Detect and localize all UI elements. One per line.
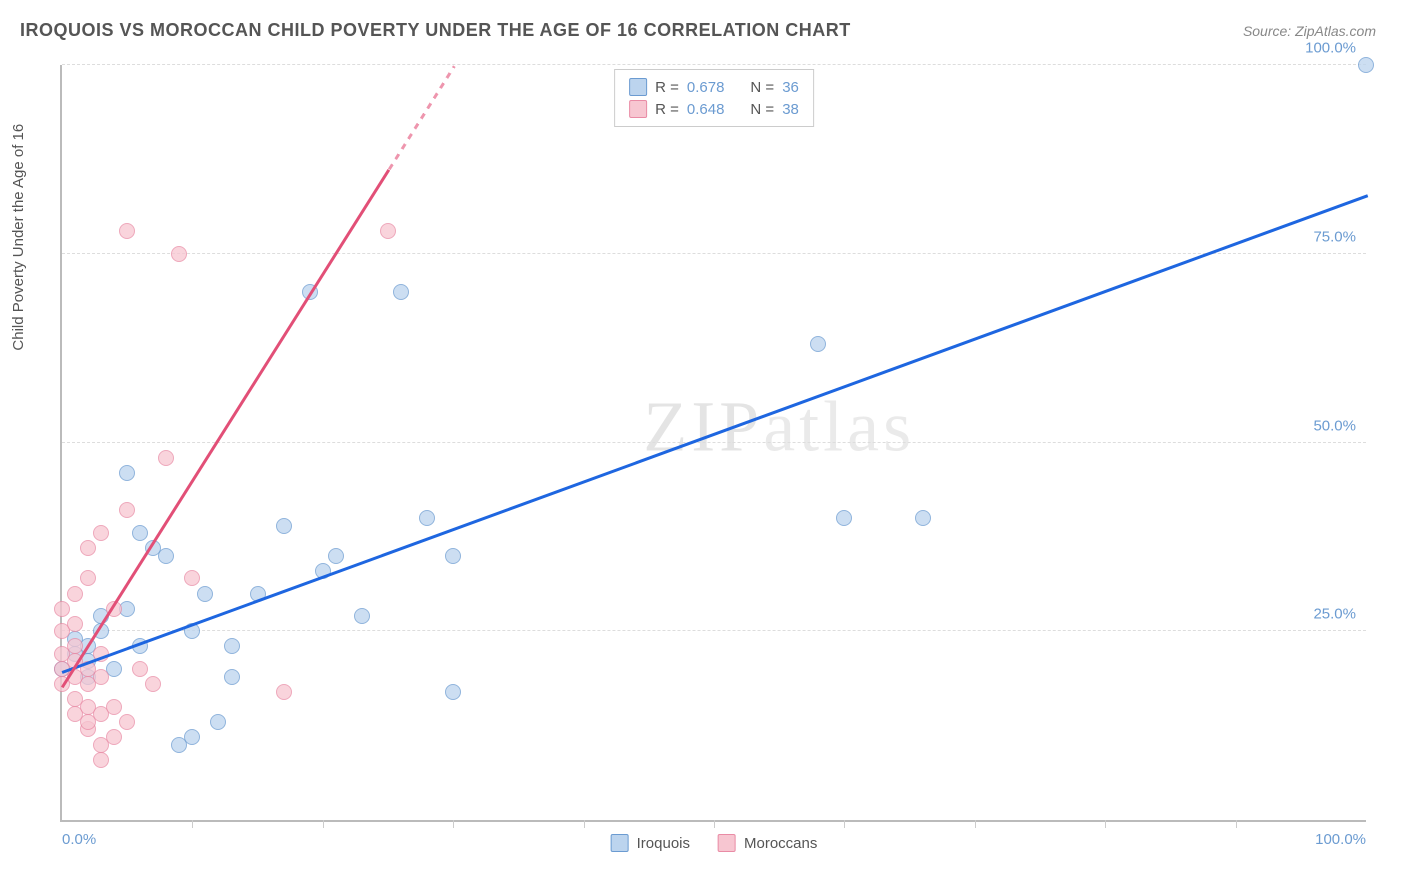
data-point (445, 684, 461, 700)
data-point (145, 676, 161, 692)
r-label: R = (655, 101, 679, 118)
x-minor-tick (844, 820, 845, 828)
legend-swatch (629, 100, 647, 118)
x-minor-tick (192, 820, 193, 828)
r-value: 0.678 (687, 79, 725, 96)
data-point (67, 638, 83, 654)
data-point (119, 223, 135, 239)
trend-line (387, 66, 454, 171)
data-point (224, 638, 240, 654)
legend-stats-row: R = 0.678 N = 36 (629, 76, 799, 98)
legend-stats-row: R = 0.648 N = 38 (629, 98, 799, 120)
data-point (224, 669, 240, 685)
legend-label: Iroquois (637, 835, 690, 852)
header-row: IROQUOIS VS MOROCCAN CHILD POVERTY UNDER… (20, 20, 1376, 41)
legend-item: Iroquois (611, 834, 690, 852)
y-tick-label: 100.0% (1305, 40, 1356, 57)
data-point (119, 714, 135, 730)
data-point (158, 548, 174, 564)
grid-line (62, 64, 1366, 65)
data-point (210, 714, 226, 730)
data-point (393, 284, 409, 300)
data-point (419, 510, 435, 526)
x-minor-tick (584, 820, 585, 828)
data-point (80, 540, 96, 556)
r-value: 0.648 (687, 101, 725, 118)
data-point (93, 525, 109, 541)
data-point (67, 586, 83, 602)
data-point (276, 684, 292, 700)
x-minor-tick (1236, 820, 1237, 828)
chart-container: Child Poverty Under the Age of 16 ZIPatl… (20, 55, 1386, 872)
watermark: ZIPatlas (643, 386, 915, 469)
grid-line (62, 630, 1366, 631)
y-tick-label: 50.0% (1313, 417, 1356, 434)
data-point (93, 752, 109, 768)
trend-line (62, 194, 1369, 673)
trend-line (61, 169, 390, 688)
x-minor-tick (714, 820, 715, 828)
data-point (197, 586, 213, 602)
x-minor-tick (453, 820, 454, 828)
data-point (276, 518, 292, 534)
data-point (80, 570, 96, 586)
data-point (158, 450, 174, 466)
x-minor-tick (975, 820, 976, 828)
n-value: 38 (782, 101, 799, 118)
data-point (171, 246, 187, 262)
legend-stats: R = 0.678 N = 36 R = 0.648 N = 38 (614, 69, 814, 127)
data-point (354, 608, 370, 624)
y-tick-label: 25.0% (1313, 606, 1356, 623)
grid-line (62, 253, 1366, 254)
data-point (54, 601, 70, 617)
legend-swatch (718, 834, 736, 852)
r-label: R = (655, 79, 679, 96)
n-label: N = (750, 101, 774, 118)
data-point (132, 661, 148, 677)
chart-title: IROQUOIS VS MOROCCAN CHILD POVERTY UNDER… (20, 20, 851, 41)
legend-bottom: Iroquois Moroccans (611, 834, 818, 852)
data-point (184, 729, 200, 745)
data-point (106, 729, 122, 745)
data-point (119, 465, 135, 481)
data-point (67, 616, 83, 632)
plot-area: ZIPatlas 25.0%50.0%75.0%100.0%0.0%100.0%… (60, 65, 1366, 822)
data-point (810, 336, 826, 352)
data-point (380, 223, 396, 239)
n-label: N = (750, 79, 774, 96)
data-point (1358, 57, 1374, 73)
data-point (328, 548, 344, 564)
data-point (132, 525, 148, 541)
x-tick-label: 100.0% (1315, 831, 1366, 848)
x-minor-tick (323, 820, 324, 828)
n-value: 36 (782, 79, 799, 96)
x-minor-tick (1105, 820, 1106, 828)
data-point (836, 510, 852, 526)
y-tick-label: 75.0% (1313, 228, 1356, 245)
chart-source: Source: ZipAtlas.com (1243, 23, 1376, 39)
data-point (445, 548, 461, 564)
legend-label: Moroccans (744, 835, 817, 852)
legend-swatch (611, 834, 629, 852)
grid-line (62, 442, 1366, 443)
legend-swatch (629, 78, 647, 96)
data-point (93, 669, 109, 685)
data-point (119, 502, 135, 518)
data-point (184, 570, 200, 586)
data-point (106, 699, 122, 715)
x-tick-label: 0.0% (62, 831, 96, 848)
legend-item: Moroccans (718, 834, 817, 852)
y-axis-label: Child Poverty Under the Age of 16 (10, 123, 27, 350)
data-point (915, 510, 931, 526)
